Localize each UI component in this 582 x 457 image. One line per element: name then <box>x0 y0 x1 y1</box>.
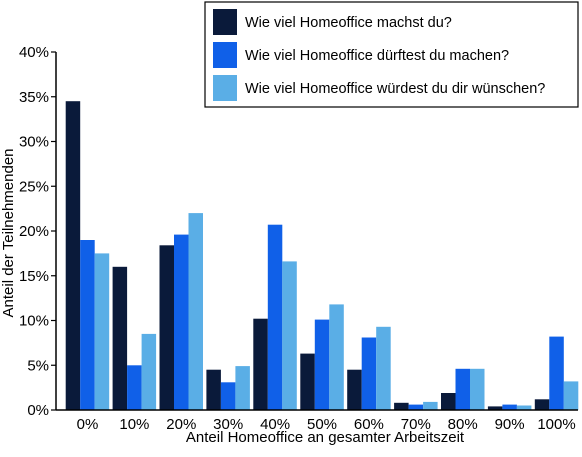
bar-50pct-series-1 <box>300 353 315 410</box>
y-tick-label: 30% <box>19 134 49 151</box>
x-tick-label: 70% <box>401 416 431 433</box>
bar-100pct-series-2 <box>549 336 564 410</box>
y-tick-label: 20% <box>19 223 49 240</box>
bar-0pct-series-2 <box>80 240 95 410</box>
bar-10pct-series-3 <box>141 333 157 410</box>
bar-0pct-series-1 <box>65 101 81 410</box>
bar-80pct-series-2 <box>455 368 470 410</box>
bar-20pct-series-2 <box>174 234 189 410</box>
legend-label-3: Wie viel Homeoffice würdest du dir wünsc… <box>245 81 545 97</box>
bar-60pct-series-3 <box>376 326 391 410</box>
y-axis-title: Anteil der Teilnehmenden <box>0 148 17 317</box>
bar-70pct-series-1 <box>394 402 409 410</box>
bar-30pct-series-2 <box>220 382 236 410</box>
bar-80pct-series-3 <box>470 368 485 410</box>
bar-20pct-series-3 <box>188 213 203 410</box>
bar-90pct-series-2 <box>502 404 517 410</box>
bar-60pct-series-2 <box>361 337 377 410</box>
y-tick-label: 35% <box>19 89 49 106</box>
bar-90pct-series-3 <box>516 405 532 410</box>
legend-swatch-2 <box>213 42 237 68</box>
bar-90pct-series-1 <box>487 406 503 410</box>
legend-label-1: Wie viel Homeoffice machst du? <box>245 15 452 31</box>
bar-40pct-series-2 <box>267 224 283 410</box>
legend-frame <box>204 1 579 108</box>
bar-50pct-series-3 <box>329 304 344 410</box>
bar-100pct-series-1 <box>534 399 550 410</box>
y-ticks: 0% 5% 10% 15% 20% 25% 30% 35% 40% <box>19 44 56 419</box>
y-tick-label: 15% <box>19 268 49 285</box>
x-tick-label: 100% <box>537 416 575 433</box>
bar-30pct-series-3 <box>235 366 250 410</box>
bar-10pct-series-1 <box>112 266 128 410</box>
bar-100pct-series-3 <box>563 381 579 410</box>
y-tick-label: 40% <box>19 44 49 61</box>
x-ticks: 0% 10% 20% 30% 40% 50% 60% 70% 80% 90% 100% <box>77 416 576 433</box>
x-tick-label: 80% <box>448 416 478 433</box>
bar-50pct-series-2 <box>314 319 330 410</box>
y-tick-label: 0% <box>27 402 49 419</box>
y-tick-label: 10% <box>19 313 49 330</box>
x-tick-label: 0% <box>77 416 99 433</box>
x-axis-title: Anteil Homeoffice an gesamter Arbeitszei… <box>186 429 465 446</box>
bar-70pct-series-2 <box>408 404 424 410</box>
y-tick-label: 5% <box>27 357 49 374</box>
legend-label-2: Wie viel Homeoffice dürftest du machen? <box>245 48 509 64</box>
x-tick-label: 40% <box>260 416 290 433</box>
x-tick-label: 30% <box>213 416 243 433</box>
x-tick-label: 50% <box>307 416 337 433</box>
x-tick-label: 10% <box>119 416 149 433</box>
bar-40pct-series-3 <box>282 261 297 410</box>
bar-0pct-series-3 <box>94 253 110 410</box>
bar-10pct-series-2 <box>127 365 142 411</box>
bar-70pct-series-3 <box>423 401 438 410</box>
bars-group <box>65 101 579 411</box>
legend-swatch-1 <box>213 9 237 35</box>
bar-20pct-series-1 <box>159 245 174 410</box>
bar-60pct-series-1 <box>347 369 362 410</box>
legend-swatch-3 <box>213 75 237 101</box>
bar-40pct-series-1 <box>253 318 268 410</box>
x-tick-label: 90% <box>495 416 525 433</box>
y-tick-label: 25% <box>19 178 49 195</box>
bar-80pct-series-1 <box>441 393 456 410</box>
bar-30pct-series-1 <box>206 369 221 410</box>
x-tick-label: 60% <box>354 416 384 433</box>
legend: Wie viel Homeoffice machst du? Wie viel … <box>204 1 579 108</box>
x-tick-label: 20% <box>166 416 196 433</box>
